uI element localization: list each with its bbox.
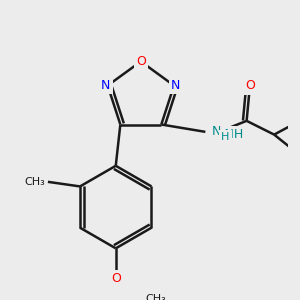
Text: N: N <box>101 79 110 92</box>
Text: N: N <box>171 79 181 92</box>
Text: N: N <box>212 125 221 138</box>
Text: O: O <box>111 272 121 285</box>
Text: —NH: —NH <box>213 128 244 141</box>
Text: O: O <box>245 80 255 92</box>
Text: CH₃: CH₃ <box>24 177 45 187</box>
Text: O: O <box>136 55 146 68</box>
Text: CH₃: CH₃ <box>145 294 166 300</box>
Text: H: H <box>221 132 230 142</box>
